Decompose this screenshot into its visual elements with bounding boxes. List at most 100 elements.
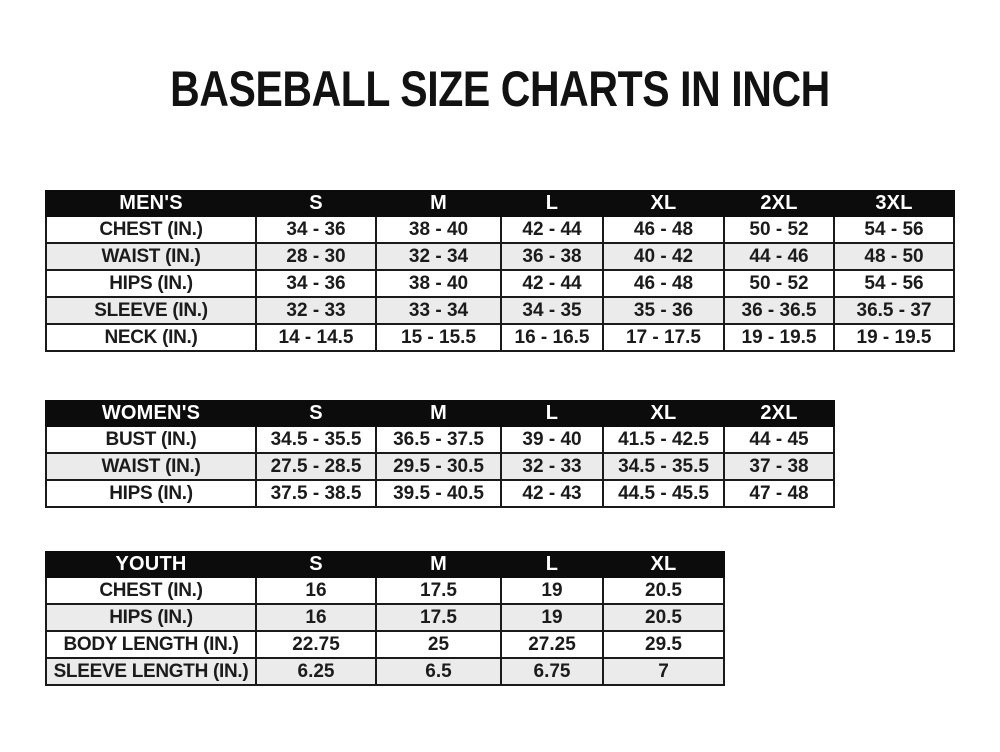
size-value: 16: [255, 576, 377, 605]
size-column-header: L: [500, 551, 604, 578]
size-column-header: 3XL: [833, 190, 955, 217]
size-value: 44 - 45: [723, 425, 835, 454]
size-value: 34.5 - 35.5: [602, 452, 725, 481]
measurement-label: SLEEVE LENGTH (IN.): [45, 657, 257, 686]
size-value: 20.5: [602, 576, 725, 605]
table-row: WAIST (IN.) 28 - 30 32 - 34 36 - 38 40 - 42 4…: [45, 242, 955, 271]
size-value: 47 - 48: [723, 479, 835, 508]
size-value: 44 - 46: [723, 242, 835, 271]
size-column-header: XL: [602, 400, 725, 427]
size-value: 29.5: [602, 630, 725, 659]
size-value: 40 - 42: [602, 242, 725, 271]
size-column-header: M: [375, 190, 502, 217]
size-value: 37.5 - 38.5: [255, 479, 377, 508]
size-value: 41.5 - 42.5: [602, 425, 725, 454]
table-row: WAIST (IN.) 27.5 - 28.5 29.5 - 30.5 32 - 33…: [45, 452, 835, 481]
size-value: 28 - 30: [255, 242, 377, 271]
size-value: 38 - 40: [375, 215, 502, 244]
size-value: 34 - 36: [255, 269, 377, 298]
size-value: 17.5: [375, 603, 502, 632]
size-value: 46 - 48: [602, 215, 725, 244]
measurement-label: CHEST (IN.): [45, 215, 257, 244]
size-column-header: M: [375, 400, 502, 427]
header-row: WOMEN'S S M L XL 2XL: [45, 400, 835, 427]
measurement-label: WAIST (IN.): [45, 242, 257, 271]
size-value: 35 - 36: [602, 296, 725, 325]
size-value: 42 - 44: [500, 269, 604, 298]
youth-size-table: YOUTH S M L XL CHEST (IN.) 16 17.5 19 20.5 HIPS (I…: [45, 551, 725, 686]
size-value: 50 - 52: [723, 215, 835, 244]
size-value: 16: [255, 603, 377, 632]
size-value: 34 - 36: [255, 215, 377, 244]
size-value: 19 - 19.5: [833, 323, 955, 352]
size-value: 36.5 - 37: [833, 296, 955, 325]
measurement-label: BODY LENGTH (IN.): [45, 630, 257, 659]
size-value: 54 - 56: [833, 269, 955, 298]
table-row: CHEST (IN.) 16 17.5 19 20.5: [45, 576, 725, 605]
group-label: WOMEN'S: [45, 400, 257, 427]
size-value: 37 - 38: [723, 452, 835, 481]
size-column-header: S: [255, 190, 377, 217]
size-value: 48 - 50: [833, 242, 955, 271]
table-row: CHEST (IN.) 34 - 36 38 - 40 42 - 44 46 - 48 5…: [45, 215, 955, 244]
size-column-header: XL: [602, 190, 725, 217]
mens-size-table: MEN'S S M L XL 2XL 3XL CHEST (IN.) 34 - 36 38 - 4…: [45, 190, 955, 352]
size-value: 6.5: [375, 657, 502, 686]
size-value: 22.75: [255, 630, 377, 659]
table-row: SLEEVE (IN.) 32 - 33 33 - 34 34 - 35 35 - 36…: [45, 296, 955, 325]
measurement-label: SLEEVE (IN.): [45, 296, 257, 325]
size-value: 7: [602, 657, 725, 686]
table-row: SLEEVE LENGTH (IN.) 6.25 6.5 6.75 7: [45, 657, 725, 686]
size-column-header: XL: [602, 551, 725, 578]
measurement-label: BUST (IN.): [45, 425, 257, 454]
size-value: 32 - 33: [500, 452, 604, 481]
measurement-label: NECK (IN.): [45, 323, 257, 352]
size-column-header: M: [375, 551, 502, 578]
size-column-header: 2XL: [723, 400, 835, 427]
size-value: 27.5 - 28.5: [255, 452, 377, 481]
size-value: 34.5 - 35.5: [255, 425, 377, 454]
header-row: MEN'S S M L XL 2XL 3XL: [45, 190, 955, 217]
group-label: YOUTH: [45, 551, 257, 578]
measurement-label: HIPS (IN.): [45, 603, 257, 632]
size-value: 25: [375, 630, 502, 659]
size-value: 29.5 - 30.5: [375, 452, 502, 481]
womens-size-table: WOMEN'S S M L XL 2XL BUST (IN.) 34.5 - 35.5 36.5…: [45, 400, 835, 508]
size-value: 36 - 38: [500, 242, 604, 271]
size-value: 14 - 14.5: [255, 323, 377, 352]
size-value: 32 - 34: [375, 242, 502, 271]
size-value: 19: [500, 603, 604, 632]
size-value: 17.5: [375, 576, 502, 605]
group-label: MEN'S: [45, 190, 257, 217]
size-column-header: L: [500, 190, 604, 217]
size-value: 19 - 19.5: [723, 323, 835, 352]
size-column-header: L: [500, 400, 604, 427]
size-value: 42 - 44: [500, 215, 604, 244]
size-value: 6.25: [255, 657, 377, 686]
table-row: HIPS (IN.) 34 - 36 38 - 40 42 - 44 46 - 48 50…: [45, 269, 955, 298]
size-column-header: 2XL: [723, 190, 835, 217]
table-row: BUST (IN.) 34.5 - 35.5 36.5 - 37.5 39 - 40 4…: [45, 425, 835, 454]
size-value: 50 - 52: [723, 269, 835, 298]
size-value: 32 - 33: [255, 296, 377, 325]
size-value: 27.25: [500, 630, 604, 659]
measurement-label: HIPS (IN.): [45, 479, 257, 508]
size-column-header: S: [255, 400, 377, 427]
size-value: 54 - 56: [833, 215, 955, 244]
size-value: 17 - 17.5: [602, 323, 725, 352]
size-column-header: S: [255, 551, 377, 578]
size-value: 39.5 - 40.5: [375, 479, 502, 508]
table-row: BODY LENGTH (IN.) 22.75 25 27.25 29.5: [45, 630, 725, 659]
page-title: BASEBALL SIZE CHARTS IN INCH: [170, 61, 830, 117]
table-row: NECK (IN.) 14 - 14.5 15 - 15.5 16 - 16.5 17 …: [45, 323, 955, 352]
size-value: 6.75: [500, 657, 604, 686]
table-row: HIPS (IN.) 37.5 - 38.5 39.5 - 40.5 42 - 43 4…: [45, 479, 835, 508]
size-value: 20.5: [602, 603, 725, 632]
size-value: 33 - 34: [375, 296, 502, 325]
header-row: YOUTH S M L XL: [45, 551, 725, 578]
measurement-label: CHEST (IN.): [45, 576, 257, 605]
size-value: 19: [500, 576, 604, 605]
size-value: 34 - 35: [500, 296, 604, 325]
measurement-label: WAIST (IN.): [45, 452, 257, 481]
